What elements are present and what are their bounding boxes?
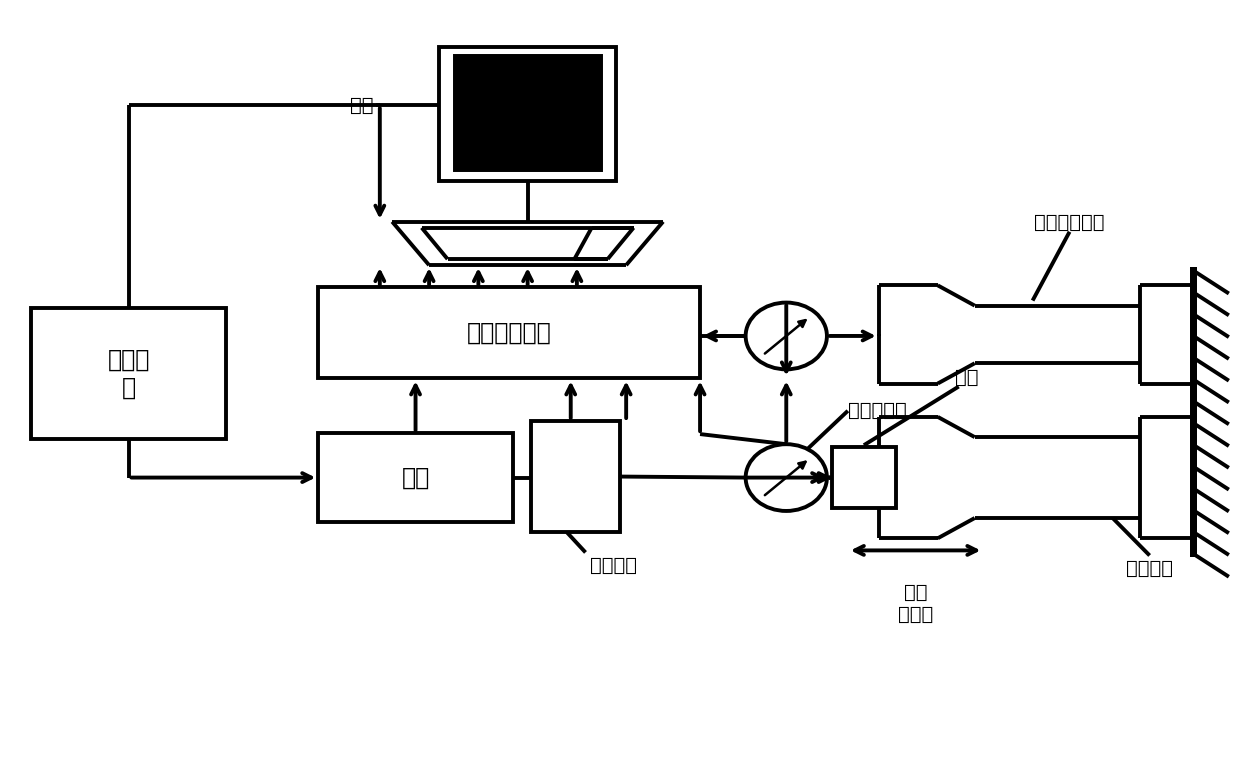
- Bar: [31, 308, 226, 439]
- Bar: [319, 433, 513, 522]
- Text: 电脑: 电脑: [350, 96, 373, 115]
- Text: 控制系
统: 控制系 统: [108, 347, 150, 400]
- Circle shape: [745, 302, 827, 370]
- Text: 约束试件: 约束试件: [1126, 558, 1173, 578]
- Text: 夹头: 夹头: [955, 367, 978, 387]
- Bar: [439, 47, 616, 181]
- Text: 数据采集系统: 数据采集系统: [466, 321, 552, 345]
- Text: 电机: 电机: [402, 466, 430, 489]
- Bar: [454, 54, 601, 171]
- Text: 位移传感器: 位移传感器: [848, 401, 906, 420]
- Text: 自由变形试件: 自由变形试件: [1034, 212, 1105, 232]
- Circle shape: [745, 444, 827, 511]
- Bar: [832, 447, 895, 508]
- Text: 拉伸
或压缩: 拉伸 或压缩: [898, 583, 934, 624]
- Bar: [319, 288, 701, 378]
- Text: 加载系统: 加载系统: [590, 555, 637, 574]
- Bar: [531, 421, 620, 532]
